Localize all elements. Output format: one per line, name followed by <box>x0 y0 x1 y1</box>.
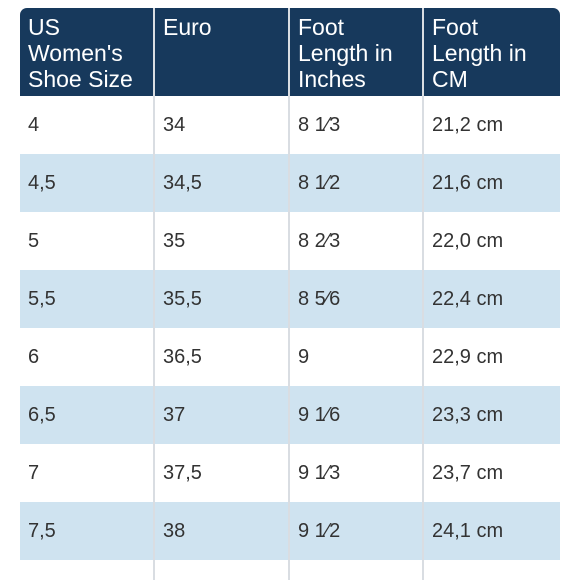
cell-us-size: 5 <box>20 212 155 270</box>
cell-euro: 34,5 <box>155 154 290 212</box>
cell-inches: 9 1⁄6 <box>290 386 424 444</box>
table-row: 4 34 8 1⁄3 21,2 cm <box>20 96 560 154</box>
cell-empty <box>155 560 290 580</box>
cell-inches: 9 <box>290 328 424 386</box>
cell-euro: 36,5 <box>155 328 290 386</box>
cell-cm: 22,4 cm <box>424 270 560 328</box>
cell-cm: 23,7 cm <box>424 444 560 502</box>
cell-cm: 21,6 cm <box>424 154 560 212</box>
cell-inches: 9 1⁄2 <box>290 502 424 560</box>
cell-us-size: 6 <box>20 328 155 386</box>
cell-inches: 8 5⁄6 <box>290 270 424 328</box>
cell-euro: 38 <box>155 502 290 560</box>
cell-us-size: 7,5 <box>20 502 155 560</box>
cell-us-size: 4 <box>20 96 155 154</box>
cell-us-size: 4,5 <box>20 154 155 212</box>
table-row: 5,5 35,5 8 5⁄6 22,4 cm <box>20 270 560 328</box>
shoe-size-table: US Women's Shoe Size Euro Foot Length in… <box>20 8 560 580</box>
cell-euro: 35,5 <box>155 270 290 328</box>
cell-empty <box>424 560 560 580</box>
table-row: 6 36,5 9 22,9 cm <box>20 328 560 386</box>
cell-euro: 37,5 <box>155 444 290 502</box>
header-foot-length-inches: Foot Length in Inches <box>290 8 424 96</box>
header-euro: Euro <box>155 8 290 96</box>
table-row: 5 35 8 2⁄3 22,0 cm <box>20 212 560 270</box>
cell-inches: 8 1⁄3 <box>290 96 424 154</box>
header-foot-length-cm: Foot Length in CM <box>424 8 560 96</box>
cell-inches: 8 2⁄3 <box>290 212 424 270</box>
cell-cm: 24,1 cm <box>424 502 560 560</box>
cell-euro: 35 <box>155 212 290 270</box>
cell-empty <box>290 560 424 580</box>
table-row: 6,5 37 9 1⁄6 23,3 cm <box>20 386 560 444</box>
header-us-womens-size: US Women's Shoe Size <box>20 8 155 96</box>
cell-inches: 9 1⁄3 <box>290 444 424 502</box>
header-row: US Women's Shoe Size Euro Foot Length in… <box>20 8 560 96</box>
table-row-partial <box>20 560 560 580</box>
cell-cm: 23,3 cm <box>424 386 560 444</box>
cell-us-size: 6,5 <box>20 386 155 444</box>
cell-cm: 22,0 cm <box>424 212 560 270</box>
cell-empty <box>20 560 155 580</box>
table-row: 4,5 34,5 8 1⁄2 21,6 cm <box>20 154 560 212</box>
cell-cm: 22,9 cm <box>424 328 560 386</box>
table-row: 7,5 38 9 1⁄2 24,1 cm <box>20 502 560 560</box>
cell-inches: 8 1⁄2 <box>290 154 424 212</box>
cell-cm: 21,2 cm <box>424 96 560 154</box>
cell-euro: 34 <box>155 96 290 154</box>
cell-us-size: 7 <box>20 444 155 502</box>
cell-euro: 37 <box>155 386 290 444</box>
cell-us-size: 5,5 <box>20 270 155 328</box>
table-row: 7 37,5 9 1⁄3 23,7 cm <box>20 444 560 502</box>
